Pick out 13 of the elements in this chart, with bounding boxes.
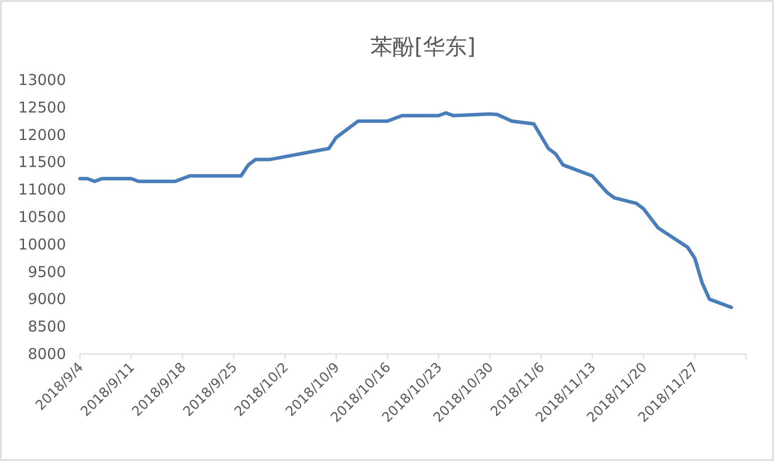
- y-tick-label: 11000: [18, 180, 66, 199]
- y-tick-label: 11500: [18, 153, 66, 172]
- y-tick-label: 13000: [18, 71, 66, 89]
- y-tick-label: 12000: [18, 126, 66, 144]
- y-tick-label: 12500: [18, 98, 66, 116]
- y-tick-label: 8000: [28, 345, 66, 363]
- y-tick-label: 10000: [18, 235, 66, 254]
- y-tick-label: 10500: [18, 208, 66, 226]
- y-tick-label: 8500: [28, 318, 66, 336]
- y-tick-label: 9000: [28, 290, 66, 308]
- chart-title: 苯酚[华东]: [370, 35, 476, 60]
- y-tick-label: 9500: [28, 262, 66, 281]
- line-series: [78, 111, 734, 310]
